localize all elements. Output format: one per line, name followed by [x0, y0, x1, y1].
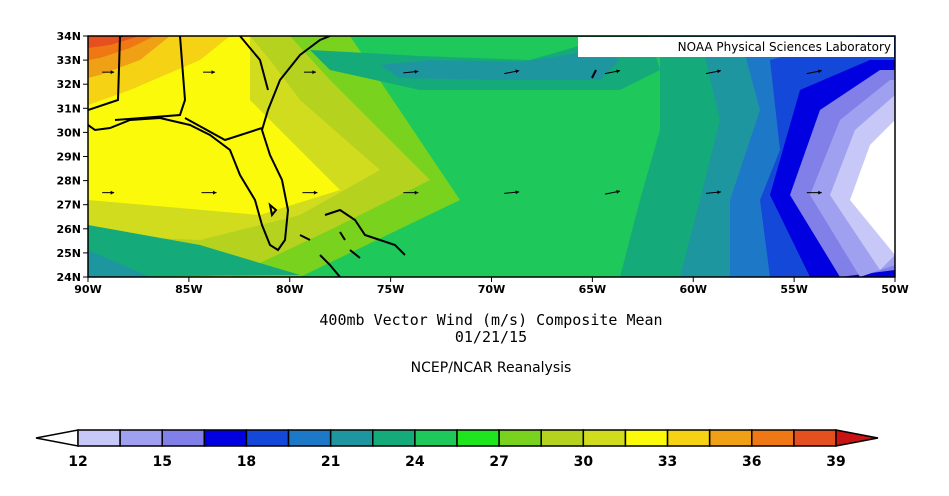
- colorbar-swatch: [456, 429, 500, 447]
- lat-label: 32N: [56, 78, 81, 91]
- colorbar-swatch: [161, 429, 206, 447]
- wind-vector-arrow: [203, 70, 216, 75]
- map-panel: NOAA Physical Sciences Laboratory 34N 33N…: [56, 30, 908, 296]
- colorbar-swatch: [203, 429, 248, 447]
- colorbar-swatch: [287, 429, 332, 447]
- colorbar-label: 33: [658, 454, 677, 470]
- lat-label: 26N: [56, 223, 81, 236]
- wind-vectors: [102, 69, 822, 195]
- colorbar-swatch: [582, 429, 627, 447]
- wind-vector-arrow: [403, 190, 419, 195]
- wind-vector-arrow: [604, 69, 621, 75]
- chart-subtitle: NCEP/NCAR Reanalysis: [411, 360, 572, 376]
- wind-vector-arrow: [504, 190, 520, 195]
- lon-label: 85W: [175, 283, 202, 296]
- colorbar-max-triangle: [835, 429, 879, 447]
- colorbar-label: 39: [826, 454, 845, 470]
- wind-vector-arrow: [806, 69, 822, 75]
- wind-vector-arrow: [303, 70, 316, 75]
- colorbar-swatch: [624, 429, 669, 447]
- wind-vector-arrow: [201, 190, 217, 195]
- lat-label: 29N: [56, 151, 81, 164]
- colorbar-swatch: [540, 429, 585, 447]
- wind-speed-contours: [88, 36, 895, 277]
- colorbar: 12 15 18 21 24 27 30 33 36 39: [35, 429, 879, 470]
- colorbar-swatch: [751, 429, 795, 447]
- lat-label: 28N: [56, 175, 81, 188]
- colorbar-label: 36: [742, 454, 761, 470]
- colorbar-label: 30: [574, 454, 594, 470]
- credit-label: NOAA Physical Sciences Laboratory: [678, 40, 891, 54]
- colorbar-swatch: [708, 429, 753, 447]
- credit-box: NOAA Physical Sciences Laboratory: [578, 37, 894, 57]
- colorbar-label: 21: [321, 454, 340, 470]
- wind-vector-arrow: [102, 70, 115, 75]
- colorbar-label: 15: [152, 454, 171, 470]
- wind-vector-arrow: [403, 69, 419, 74]
- latitude-axis: 34N 33N 32N 31N 30N 29N 28N 27N 26N 25N 24N: [56, 30, 88, 284]
- lon-label: 50W: [881, 283, 908, 296]
- wind-vector-arrow: [102, 190, 115, 195]
- colorbar-swatch: [329, 429, 374, 447]
- lat-label: 24N: [56, 271, 81, 284]
- lon-label: 60W: [680, 283, 707, 296]
- colorbar-swatch: [498, 429, 542, 447]
- lon-label: 70W: [478, 283, 505, 296]
- colorbar-min-triangle: [35, 429, 79, 447]
- lon-label: 90W: [74, 283, 101, 296]
- wind-vector-arrow: [705, 69, 722, 75]
- wind-vector-arrow: [806, 190, 822, 195]
- colorbar-swatch: [77, 429, 121, 447]
- colorbar-label: 24: [405, 454, 425, 470]
- lon-label: 55W: [780, 283, 807, 296]
- chart-title: 400mb Vector Wind (m/s) Composite Mean: [319, 311, 662, 329]
- wind-vector-arrow: [705, 190, 721, 195]
- lon-label: 75W: [377, 283, 404, 296]
- colorbar-swatch: [666, 429, 711, 447]
- lat-label: 25N: [56, 247, 81, 260]
- coastlines: [88, 36, 597, 277]
- colorbar-label: 18: [237, 454, 256, 470]
- lat-label: 30N: [56, 126, 81, 139]
- lat-label: 34N: [56, 30, 81, 43]
- wind-vector-arrow: [604, 189, 621, 195]
- longitude-axis: 90W 85W 80W 75W 70W 65W 60W 55W 50W: [74, 277, 909, 296]
- colorbar-label: 12: [68, 454, 87, 470]
- wind-vector-arrow: [504, 69, 520, 75]
- chart-date: 01/21/15: [455, 328, 527, 346]
- lat-label: 27N: [56, 199, 81, 212]
- lat-label: 31N: [56, 102, 81, 115]
- colorbar-swatch: [245, 429, 290, 447]
- lon-label: 65W: [579, 283, 606, 296]
- colorbar-swatch: [372, 429, 416, 447]
- wind-vector-arrow: [302, 190, 318, 195]
- lat-label: 33N: [56, 54, 81, 67]
- colorbar-swatch: [414, 429, 458, 447]
- colorbar-swatch: [793, 429, 837, 447]
- lon-label: 80W: [276, 283, 303, 296]
- colorbar-label: 27: [489, 454, 508, 470]
- colorbar-swatch: [119, 429, 163, 447]
